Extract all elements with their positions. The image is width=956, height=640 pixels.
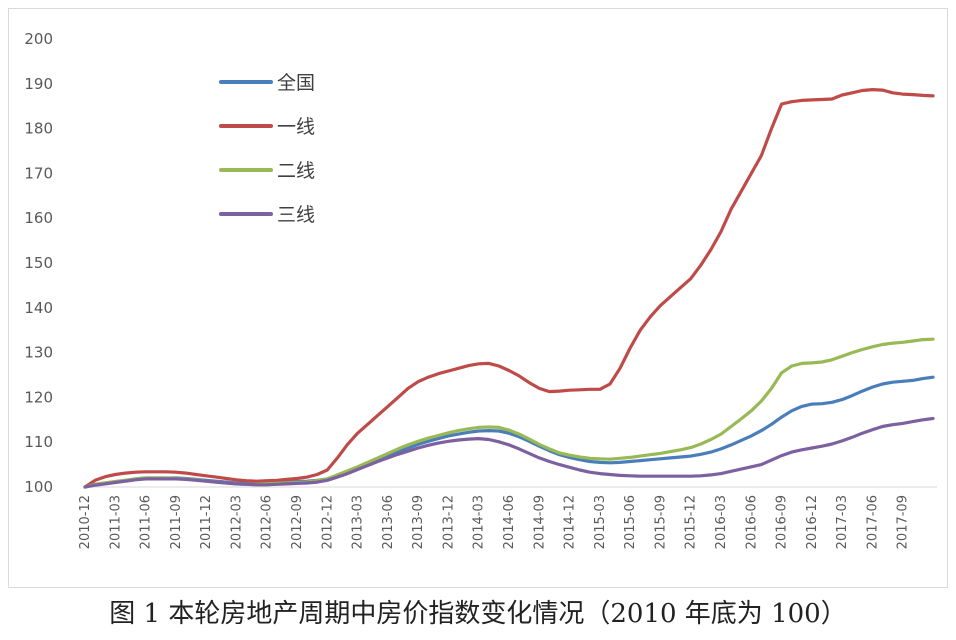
x-axis-ticks: 2010-12 2011-03 2011-06 2011-09 2011-12 2012-… [78,495,911,549]
x-tick-label: 2013-06 [381,495,396,549]
x-tick-label: 2011-12 [199,495,214,549]
x-tick-label: 2010-12 [78,495,93,549]
x-tick-label: 2012-03 [229,495,244,549]
series-line-1 [83,375,935,489]
x-tick-label: 2016-09 [775,495,790,549]
series-lines [83,88,935,489]
x-tick-label: 2014-12 [563,495,578,549]
x-tick-label: 2016-03 [714,495,729,549]
y-tick-label: 180 [24,120,53,138]
y-tick-label: 150 [24,254,53,272]
line-chart: 100 110 120 130 140 150 160 170 180 190 200 2010-1… [24,30,937,549]
x-tick-label: 2013-09 [411,495,426,549]
legend-label: 三线 [277,204,315,226]
x-tick-label: 2017-09 [896,495,911,549]
x-tick-label: 2014-03 [472,495,487,549]
y-tick-label: 200 [24,30,53,48]
y-tick-label: 170 [24,164,53,182]
x-tick-label: 2015-03 [593,495,608,549]
series-line-4 [83,416,935,489]
y-tick-label: 120 [24,388,53,406]
x-tick-label: 2011-09 [169,495,184,549]
x-tick-label: 2014-09 [532,495,547,549]
x-tick-label: 2016-12 [805,495,820,549]
x-tick-label: 2012-09 [290,495,305,549]
series-line-2 [83,88,935,489]
x-tick-label: 2014-06 [502,495,517,549]
y-tick-label: 160 [24,209,53,227]
x-tick-label: 2016-06 [744,495,759,549]
y-tick-label: 110 [24,433,53,451]
legend-label: 全国 [277,72,315,94]
x-tick-label: 2017-03 [835,495,850,549]
x-tick-label: 2013-03 [351,495,366,549]
x-tick-label: 2012-12 [320,495,335,549]
y-axis-ticks: 100 110 120 130 140 150 160 170 180 190 200 [24,30,53,496]
chart-caption: 图 1 本轮房地产周期中房价指数变化情况（2010 年底为 100） [109,599,847,629]
x-tick-label: 2015-09 [653,495,668,549]
x-tick-label: 2013-12 [441,495,456,549]
y-tick-label: 100 [24,478,53,496]
x-tick-label: 2012-06 [260,495,275,549]
series-line-3 [83,337,935,489]
legend-label: 一线 [277,116,315,138]
x-tick-label: 2011-03 [108,495,123,549]
y-tick-label: 190 [24,75,53,93]
y-tick-label: 140 [24,299,53,317]
x-tick-label: 2015-06 [623,495,638,549]
x-tick-label: 2017-06 [865,495,880,549]
x-tick-label: 2015-12 [684,495,699,549]
y-tick-label: 130 [24,344,53,362]
legend-label: 二线 [277,160,315,182]
chart-frame: 100 110 120 130 140 150 160 170 180 190 200 2010-1… [8,8,948,588]
x-tick-label: 2011-06 [139,495,154,549]
